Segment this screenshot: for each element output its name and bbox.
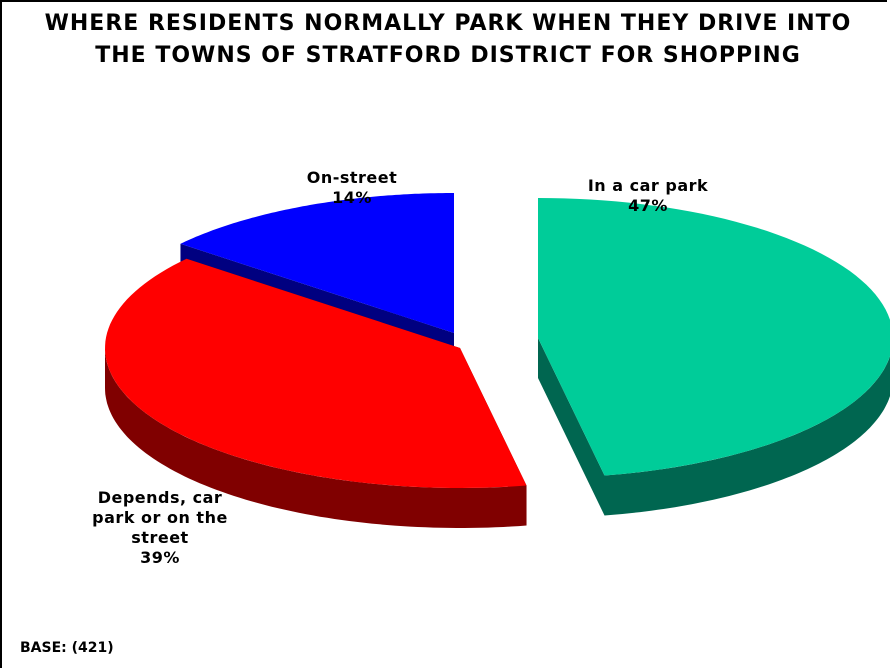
label-depends-value: 39% <box>140 548 180 567</box>
label-car-park-name: In a car park <box>587 176 709 195</box>
label-depends-name: Depends, car park or on the street <box>92 488 228 547</box>
label-on-street-name: On-street <box>306 168 398 187</box>
slice-car-park-side-wall-1 <box>538 338 605 516</box>
slice-depends <box>105 258 527 488</box>
label-on-street: On-street 14% <box>262 168 442 208</box>
label-on-street-value: 14% <box>332 188 372 207</box>
label-car-park-value: 47% <box>628 196 668 215</box>
slice-depends-rim <box>105 348 527 528</box>
slice-car-park <box>538 198 890 476</box>
chart-title-line-1: WHERE RESIDENTS NORMALLY PARK WHEN THEY … <box>44 11 852 36</box>
slice-car-park-rim <box>604 356 890 516</box>
chart-title: WHERE RESIDENTS NORMALLY PARK WHEN THEY … <box>8 8 888 72</box>
label-depends: Depends, car park or on the street 39% <box>80 488 240 568</box>
chart-title-line-2: THE TOWNS OF STRATFORD DISTRICT FOR SHOP… <box>95 43 801 68</box>
base-note: BASE: (421) <box>20 640 114 656</box>
slice-on-street <box>180 193 454 333</box>
label-car-park: In a car park 47% <box>538 176 758 216</box>
